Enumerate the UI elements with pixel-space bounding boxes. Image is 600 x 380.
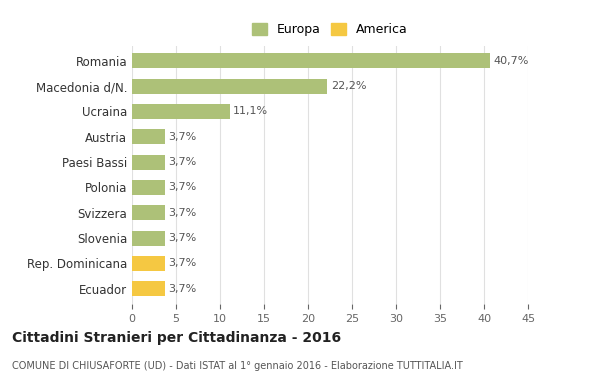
Text: 3,7%: 3,7%	[168, 157, 196, 167]
Bar	[132, 180, 164, 195]
Text: COMUNE DI CHIUSAFORTE (UD) - Dati ISTAT al 1° gennaio 2016 - Elaborazione TUTTIT: COMUNE DI CHIUSAFORTE (UD) - Dati ISTAT …	[12, 361, 463, 370]
Bar	[132, 155, 164, 170]
Bar	[132, 256, 164, 271]
Text: 3,7%: 3,7%	[168, 233, 196, 243]
Bar	[132, 79, 328, 94]
Text: 3,7%: 3,7%	[168, 208, 196, 218]
Bar	[132, 104, 230, 119]
Bar	[132, 129, 164, 144]
Text: 3,7%: 3,7%	[168, 258, 196, 268]
Text: 3,7%: 3,7%	[168, 182, 196, 192]
Bar	[132, 231, 164, 246]
Bar	[132, 205, 164, 220]
Legend: Europa, America: Europa, America	[247, 18, 413, 41]
Text: 22,2%: 22,2%	[331, 81, 367, 91]
Text: 40,7%: 40,7%	[494, 56, 529, 66]
Bar	[132, 281, 164, 296]
Text: 11,1%: 11,1%	[233, 106, 268, 116]
Text: 3,7%: 3,7%	[168, 132, 196, 142]
Text: 3,7%: 3,7%	[168, 284, 196, 294]
Bar	[132, 53, 490, 68]
Text: Cittadini Stranieri per Cittadinanza - 2016: Cittadini Stranieri per Cittadinanza - 2…	[12, 331, 341, 345]
